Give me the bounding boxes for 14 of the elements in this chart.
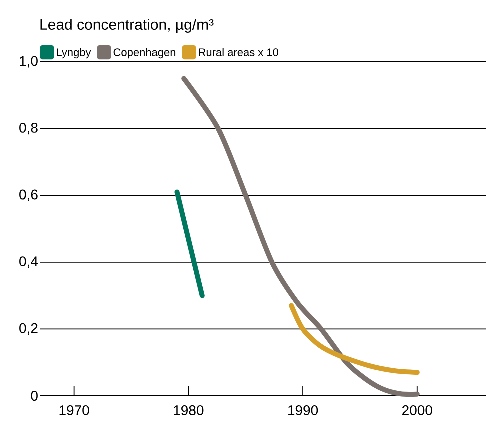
x-tick-label: 2000 (402, 406, 432, 416)
y-axis-title: Lead concentration, µg/m³ (40, 19, 214, 33)
legend-label: Copenhagen (114, 48, 176, 59)
legend-label: Lyngby (57, 48, 92, 59)
x-tick-label: 1990 (288, 406, 318, 416)
y-tick-label: 0 (31, 391, 38, 401)
y-tick-label: 1,0 (20, 56, 38, 68)
y-tick-label: 0,4 (20, 256, 38, 268)
legend-label: Rural areas x 10 (199, 48, 279, 56)
x-tick-label: 1970 (60, 406, 90, 416)
y-tick-label: 0,2 (20, 323, 38, 335)
y-tick-label: 0,8 (20, 123, 38, 135)
y-tick-label: 0,6 (20, 190, 38, 202)
x-tick-label: 1980 (174, 406, 204, 416)
